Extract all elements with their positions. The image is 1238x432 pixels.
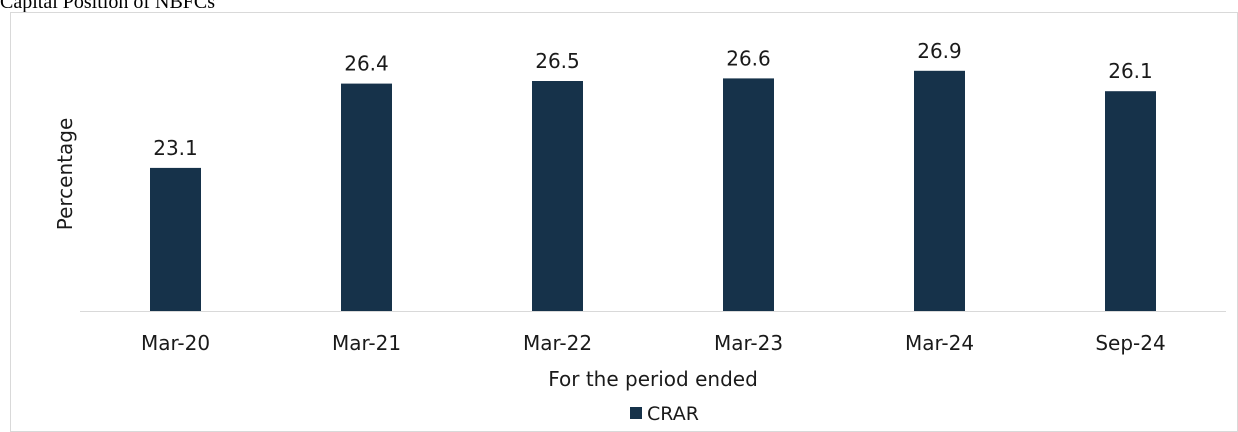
value-label-mar-20: 23.1 bbox=[153, 136, 198, 160]
bar-mar-22 bbox=[532, 81, 583, 311]
x-tick-label-mar-23: Mar-23 bbox=[714, 331, 783, 355]
legend-label-crar: CRAR bbox=[647, 403, 699, 425]
bars-layer bbox=[150, 71, 1156, 311]
value-labels-layer: 23.1 26.4 26.5 26.6 26.9 26.1 bbox=[153, 39, 1153, 160]
x-tick-label-sep-24: Sep-24 bbox=[1095, 331, 1165, 355]
bar-mar-20 bbox=[150, 168, 201, 311]
bar-mar-24 bbox=[914, 71, 965, 311]
x-tick-label-mar-24: Mar-24 bbox=[905, 331, 974, 355]
value-label-mar-24: 26.9 bbox=[917, 39, 962, 63]
value-label-sep-24: 26.1 bbox=[1108, 59, 1153, 83]
value-label-mar-21: 26.4 bbox=[344, 52, 389, 76]
y-axis-title: Percentage bbox=[53, 118, 77, 231]
value-label-mar-22: 26.5 bbox=[535, 49, 580, 73]
bar-mar-21 bbox=[341, 84, 392, 311]
bar-sep-24 bbox=[1105, 91, 1156, 311]
bar-mar-23 bbox=[723, 78, 774, 311]
x-tick-label-mar-20: Mar-20 bbox=[141, 331, 210, 355]
x-tick-label-mar-21: Mar-21 bbox=[332, 331, 401, 355]
x-axis-title: For the period ended bbox=[548, 367, 758, 391]
value-label-mar-23: 26.6 bbox=[726, 46, 771, 70]
x-tick-label-mar-22: Mar-22 bbox=[523, 331, 592, 355]
legend-swatch-crar bbox=[630, 407, 642, 419]
tick-labels-layer: Mar-20 Mar-21 Mar-22 Mar-23 Mar-24 Sep-24 bbox=[141, 331, 1166, 355]
